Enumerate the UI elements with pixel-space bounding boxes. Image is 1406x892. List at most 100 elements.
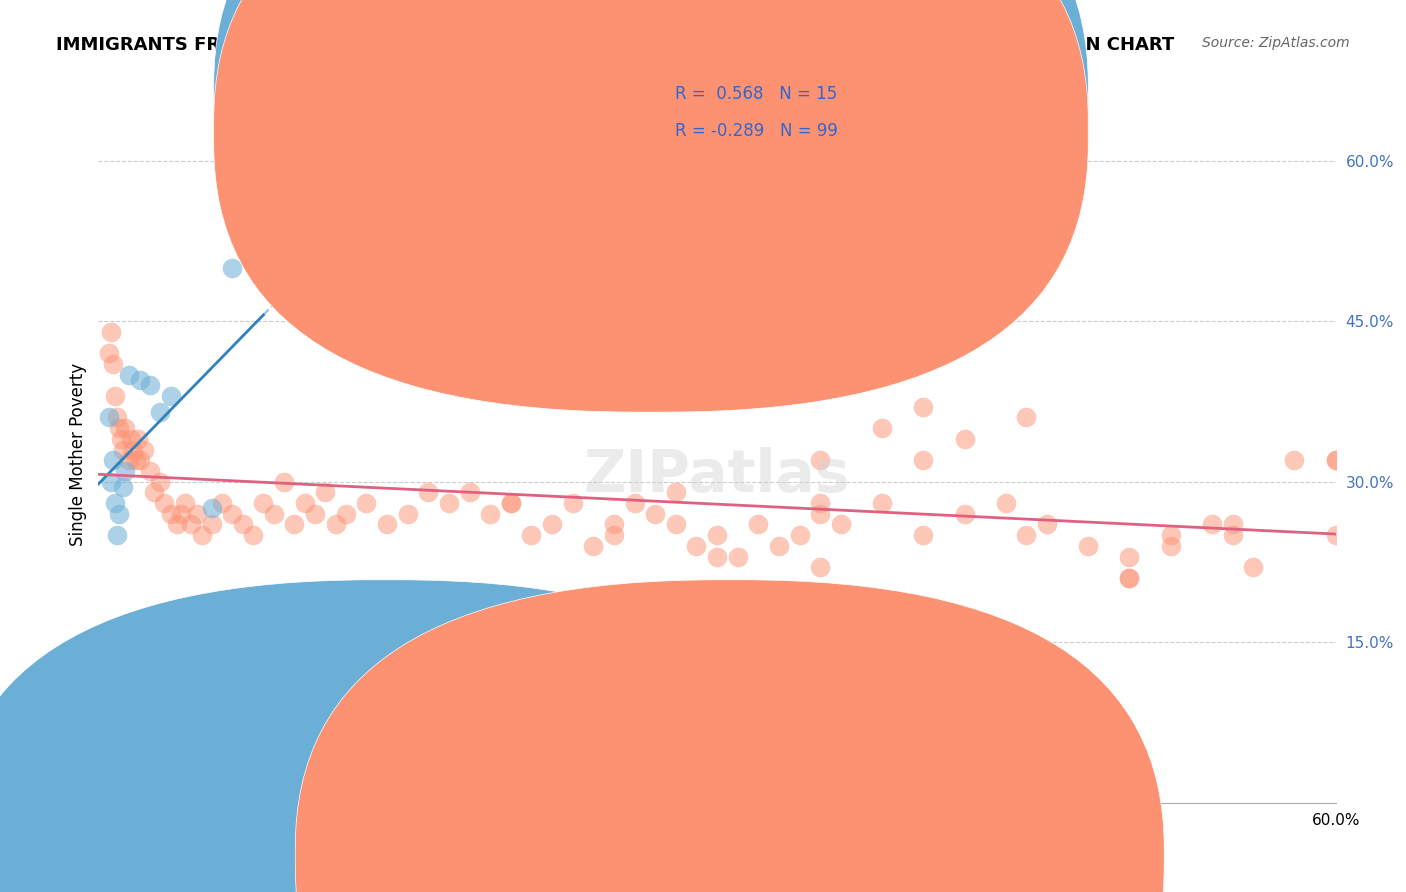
Point	[221, 507, 243, 521]
Point	[190, 528, 212, 542]
Text: R =  0.568   N = 15: R = 0.568 N = 15	[675, 85, 837, 103]
Point	[143, 485, 166, 500]
Point	[149, 405, 172, 419]
Point	[110, 432, 132, 446]
Point	[211, 496, 233, 510]
Point	[768, 539, 790, 553]
Point	[623, 496, 645, 510]
Point	[1324, 528, 1347, 542]
Point	[153, 496, 176, 510]
Point	[273, 475, 295, 489]
Point	[665, 517, 688, 532]
Point	[541, 517, 564, 532]
Text: Source: ZipAtlas.com: Source: ZipAtlas.com	[1202, 36, 1350, 50]
Point	[1118, 549, 1140, 564]
Point	[114, 421, 136, 435]
Point	[263, 507, 285, 521]
Point	[1118, 571, 1140, 585]
Point	[912, 646, 935, 660]
Point	[561, 496, 583, 510]
Point	[994, 496, 1017, 510]
Point	[108, 507, 131, 521]
Point	[128, 453, 150, 467]
Point	[418, 485, 440, 500]
Point	[252, 496, 274, 510]
Point	[603, 517, 626, 532]
Point	[120, 432, 142, 446]
Point	[100, 475, 122, 489]
Point	[1160, 528, 1182, 542]
Point	[808, 453, 831, 467]
Point	[808, 507, 831, 521]
Point	[105, 528, 128, 542]
Point	[706, 250, 728, 264]
Point	[128, 373, 150, 387]
Point	[685, 539, 707, 553]
Point	[221, 260, 243, 275]
Point	[132, 442, 155, 457]
Point	[870, 421, 893, 435]
Point	[283, 517, 305, 532]
Point	[1036, 517, 1059, 532]
Point	[114, 464, 136, 478]
Point	[1118, 571, 1140, 585]
Point	[166, 517, 188, 532]
Point	[1324, 453, 1347, 467]
Point	[118, 453, 141, 467]
Point	[808, 560, 831, 574]
Point	[706, 549, 728, 564]
Point	[232, 517, 254, 532]
Point	[1160, 539, 1182, 553]
Point	[159, 389, 181, 403]
Point	[356, 496, 378, 510]
Point	[953, 507, 976, 521]
Point	[242, 528, 264, 542]
Point	[603, 528, 626, 542]
Point	[644, 507, 666, 521]
Point	[104, 389, 127, 403]
Point	[149, 475, 172, 489]
Y-axis label: Single Mother Poverty: Single Mother Poverty	[69, 363, 87, 547]
Point	[201, 501, 224, 516]
Point	[201, 517, 224, 532]
Point	[912, 528, 935, 542]
Point	[1222, 517, 1244, 532]
Point	[1324, 453, 1347, 467]
Point	[139, 464, 162, 478]
Point	[127, 432, 149, 446]
Point	[101, 453, 124, 467]
Point	[97, 346, 120, 360]
Point	[1077, 539, 1099, 553]
Point	[375, 517, 398, 532]
Point	[706, 528, 728, 542]
Point	[665, 485, 688, 500]
Point	[174, 496, 197, 510]
Point	[747, 517, 769, 532]
Point	[314, 485, 336, 500]
Point	[112, 442, 135, 457]
Point	[727, 549, 749, 564]
Point	[396, 507, 419, 521]
Point	[953, 432, 976, 446]
Point	[1201, 517, 1223, 532]
Point	[1222, 528, 1244, 542]
Point	[335, 507, 357, 521]
Point	[1015, 410, 1038, 425]
Point	[499, 496, 522, 510]
Point	[104, 496, 127, 510]
Point	[180, 517, 202, 532]
Point	[101, 357, 124, 371]
Point	[159, 507, 181, 521]
Point	[170, 507, 193, 521]
Point	[789, 528, 811, 542]
Point	[479, 507, 502, 521]
Point	[100, 325, 122, 339]
Text: IMMIGRANTS FROM WEST INDIES VS IMMIGRANTS FROM ASIA SINGLE MOTHER POVERTY CORREL: IMMIGRANTS FROM WEST INDIES VS IMMIGRANT…	[56, 36, 1174, 54]
Point	[458, 485, 481, 500]
Text: ZIPatlas: ZIPatlas	[583, 447, 851, 504]
Point	[830, 517, 852, 532]
Point	[582, 539, 605, 553]
Point	[808, 496, 831, 510]
Point	[294, 496, 316, 510]
Point	[186, 507, 208, 521]
